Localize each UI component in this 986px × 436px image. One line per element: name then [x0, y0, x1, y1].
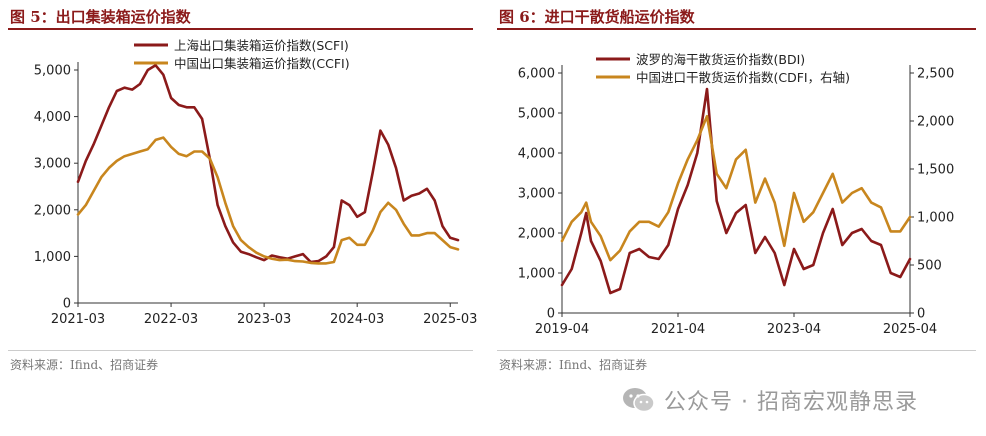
x-tick-label: 2021-04: [651, 322, 705, 337]
left-source-rule: [8, 350, 473, 351]
y-tick-label: 4,000: [34, 110, 71, 125]
left-source-note: 资料来源：Ifind、招商证券: [10, 358, 159, 372]
y-tick-label: 0: [547, 307, 555, 322]
y-tick-label: 2,000: [34, 203, 71, 218]
y-tick-label: 5,000: [518, 107, 555, 122]
y-tick-label: 4,000: [518, 147, 555, 162]
y2-tick-label: 0: [917, 307, 925, 322]
series-line-primary: [560, 87, 912, 295]
legend-label-1: 中国出口集装箱运价指数(CCFI): [174, 56, 350, 71]
y2-tick-label: 1,500: [917, 163, 954, 178]
legend-label-0: 波罗的海干散货运价指数(BDI): [636, 52, 805, 67]
x-tick-label: 2021-03: [51, 312, 105, 327]
left-chart: 0 1,000 2,000 3,000 4,000 5,000 2021-03 2022-03…: [34, 38, 478, 327]
y-tick-label: 2,000: [518, 227, 555, 242]
x-tick-label: 2023-04: [767, 322, 821, 337]
x-tick-label: 2024-03: [330, 312, 384, 327]
watermark: 公众号 · 招商宏观静思录: [622, 380, 918, 420]
series-line-primary: [76, 63, 460, 264]
y2-tick-label: 500: [917, 259, 942, 274]
x-tick-label: 2025-03: [423, 312, 477, 327]
y-tick-label: 0: [63, 297, 71, 312]
left-title-rule: [8, 28, 473, 30]
right-title-rule: [497, 28, 976, 30]
y-tick-label: 6,000: [518, 67, 555, 82]
y-tick-label: 1,000: [518, 267, 555, 282]
y2-tick-label: 2,000: [917, 115, 954, 130]
y-tick-label: 3,000: [518, 187, 555, 202]
x-tick-label: 2019-04: [535, 322, 589, 337]
legend-label-1: 中国进口干散货运价指数(CDFI，右轴): [636, 70, 850, 85]
series-line-secondary: [560, 114, 912, 262]
legend-label-0: 上海出口集装箱运价指数(SCFI): [174, 38, 349, 53]
watermark-text: 公众号 · 招商宏观静思录: [664, 390, 918, 415]
right-source-rule: [497, 350, 976, 351]
x-tick-label: 2022-03: [144, 312, 198, 327]
y-tick-label: 1,000: [34, 250, 71, 265]
series-line-secondary: [76, 136, 460, 265]
right-figure-title: 图 6：进口干散货船运价指数: [499, 8, 695, 26]
x-tick-label: 2025-04: [883, 322, 937, 337]
right-chart: 0 1,000 2,000 3,000 4,000 5,000 6,000 0 500 1,000…: [518, 52, 954, 337]
y-tick-label: 5,000: [34, 64, 71, 79]
wechat-icon: [623, 388, 655, 413]
y2-tick-label: 1,000: [917, 211, 954, 226]
right-source-note: 资料来源：Ifind、招商证券: [499, 358, 648, 372]
y2-tick-label: 2,500: [917, 67, 954, 82]
x-tick-label: 2023-03: [237, 312, 291, 327]
y-tick-label: 3,000: [34, 157, 71, 172]
left-figure-title: 图 5：出口集装箱运价指数: [10, 8, 191, 26]
